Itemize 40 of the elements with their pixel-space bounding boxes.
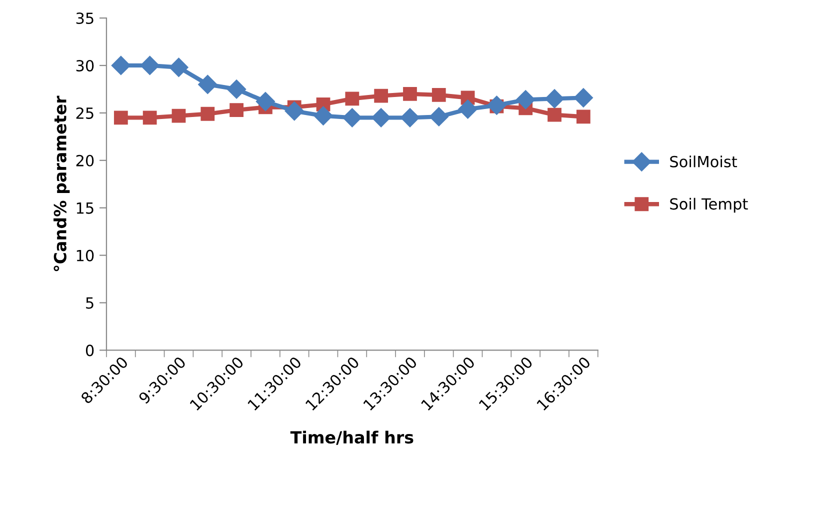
x-axis-title: Time/half hrs	[290, 430, 414, 445]
y-axis-title: °Cand% parameter	[54, 96, 70, 272]
y-tick-label: 30	[76, 60, 94, 72]
y-tick-label: 25	[76, 107, 94, 119]
y-tick-label: 20	[76, 154, 94, 166]
point	[544, 89, 564, 108]
point	[576, 110, 590, 124]
point	[172, 108, 186, 123]
point	[140, 56, 160, 76]
point	[487, 96, 506, 115]
legend-label: Soil Tempt	[670, 198, 748, 213]
y-tick-label: 15	[76, 202, 94, 214]
point	[403, 87, 417, 101]
point	[198, 74, 218, 94]
point	[429, 107, 448, 126]
point	[574, 88, 593, 108]
point	[256, 92, 275, 112]
point	[345, 92, 360, 106]
point	[516, 90, 536, 110]
point	[400, 108, 420, 128]
point	[314, 106, 333, 126]
y-tick-label: 5	[86, 297, 94, 309]
y-tick-label: 0	[86, 344, 94, 356]
point	[200, 106, 215, 121]
y-tick-label: 10	[76, 250, 94, 262]
point	[230, 103, 244, 118]
point	[114, 110, 128, 125]
point	[372, 108, 391, 128]
point	[342, 108, 362, 128]
legend-label: SoilMoist	[670, 156, 738, 168]
y-tick-label: 35	[76, 12, 94, 24]
point	[284, 102, 304, 121]
point	[142, 110, 157, 125]
point	[227, 80, 246, 99]
point	[548, 108, 562, 122]
point	[432, 88, 446, 102]
point	[111, 56, 130, 76]
point	[374, 88, 388, 103]
point	[169, 58, 188, 77]
point	[458, 100, 478, 119]
